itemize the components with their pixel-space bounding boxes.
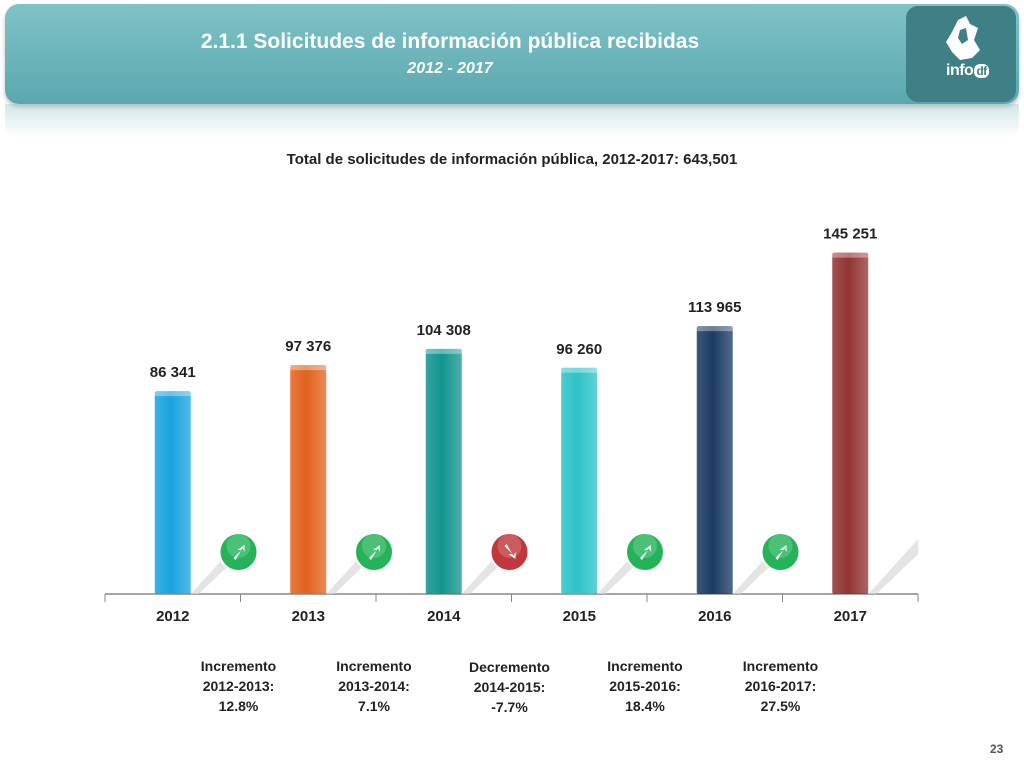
change-annotation: Incremento 2016-2017: 27.5% xyxy=(721,656,841,716)
arrow-up-right-icon xyxy=(760,532,801,572)
bar-shadow xyxy=(190,539,241,594)
arrow-glyph xyxy=(504,544,516,559)
bar-2012 xyxy=(154,391,191,594)
bar-cap xyxy=(154,391,191,397)
x-tick-label: 2016 xyxy=(698,608,731,625)
bar-shadow xyxy=(461,539,512,594)
bar-2015 xyxy=(561,367,598,594)
x-tick-label: 2015 xyxy=(563,608,596,625)
data-label: 96 260 xyxy=(556,341,602,358)
arrow-glyph xyxy=(233,545,245,560)
annotation-line2: 2015-2016: xyxy=(609,678,681,694)
icon-gloss xyxy=(362,534,386,558)
icon-gloss xyxy=(497,534,522,558)
bar-2017 xyxy=(832,252,869,594)
city-map-icon xyxy=(946,16,980,60)
change-annotation: Incremento 2015-2016: 18.4% xyxy=(585,656,705,716)
slide-title: 2.1.1 Solicitudes de información pública… xyxy=(200,30,700,53)
change-annotation: Incremento 2012-2013: 12.8% xyxy=(179,656,299,716)
bar-cap xyxy=(425,348,462,354)
annotation-line3: -7.7% xyxy=(491,699,528,715)
x-tick-label: 2017 xyxy=(834,608,867,625)
annotation-line1: Incremento xyxy=(200,658,277,674)
annotation-line1: Incremento xyxy=(742,658,819,674)
banner-reflection xyxy=(5,104,1019,138)
change-annotation: Decremento 2014-2015: -7.7% xyxy=(450,657,570,717)
logo xyxy=(906,6,1016,102)
annotation-line1: Incremento xyxy=(607,658,683,674)
arrow-up-right-icon xyxy=(625,532,665,572)
bar-cap xyxy=(290,365,327,371)
data-label: 104 308 xyxy=(417,322,471,339)
x-tick-label: 2013 xyxy=(292,608,325,625)
icon-gloss xyxy=(633,534,657,558)
data-label: 145 251 xyxy=(823,226,877,243)
arrow-up-right-icon xyxy=(218,532,259,572)
annotation-line1: Incremento xyxy=(336,658,412,674)
arrow-glyph xyxy=(775,545,787,560)
annotation-line2: 2016-2017: xyxy=(744,678,817,694)
annotation-line2: 2013-2014: xyxy=(338,678,410,694)
bar-shadow xyxy=(597,539,648,594)
title-banner xyxy=(5,4,1019,104)
annotation-line3: 18.4% xyxy=(625,698,665,714)
data-label: 113 965 xyxy=(688,299,741,316)
logo-text: info df xyxy=(946,62,989,79)
annotation-line3: 12.8% xyxy=(218,698,259,714)
annotation-line2: 2012-2013: xyxy=(202,678,275,694)
data-label: 86 341 xyxy=(150,364,196,381)
page-number: 23 xyxy=(990,742,1004,756)
bar-cap xyxy=(832,252,869,258)
bar-2013 xyxy=(290,365,327,594)
arrow-up-right-icon xyxy=(354,532,394,572)
annotation-line3: 7.1% xyxy=(358,698,390,714)
bar-2016 xyxy=(696,326,733,594)
bar-shadow xyxy=(732,539,783,594)
annotation-line1: Decremento xyxy=(469,659,550,675)
icon-gloss xyxy=(226,534,251,558)
x-tick-label: 2014 xyxy=(427,608,461,625)
bar-cap xyxy=(696,326,733,332)
data-label: 97 376 xyxy=(285,338,331,355)
bar-shadow xyxy=(868,539,919,594)
change-annotation: Incremento 2013-2014: 7.1% xyxy=(314,656,434,716)
arrow-glyph xyxy=(640,545,651,560)
chart-title: Total de solicitudes de información públ… xyxy=(286,151,738,168)
icon-gloss xyxy=(768,534,793,558)
x-tick-label: 2012 xyxy=(156,608,189,625)
arrow-down-right-icon xyxy=(489,532,530,572)
annotation-line2: 2014-2015: xyxy=(473,679,546,695)
bar-shadow xyxy=(326,539,377,594)
arrow-glyph xyxy=(369,545,380,560)
annotation-line3: 27.5% xyxy=(760,698,801,714)
slide-subtitle: 2012 - 2017 xyxy=(407,60,493,77)
bar-2014 xyxy=(425,348,462,594)
bar-cap xyxy=(561,367,598,373)
